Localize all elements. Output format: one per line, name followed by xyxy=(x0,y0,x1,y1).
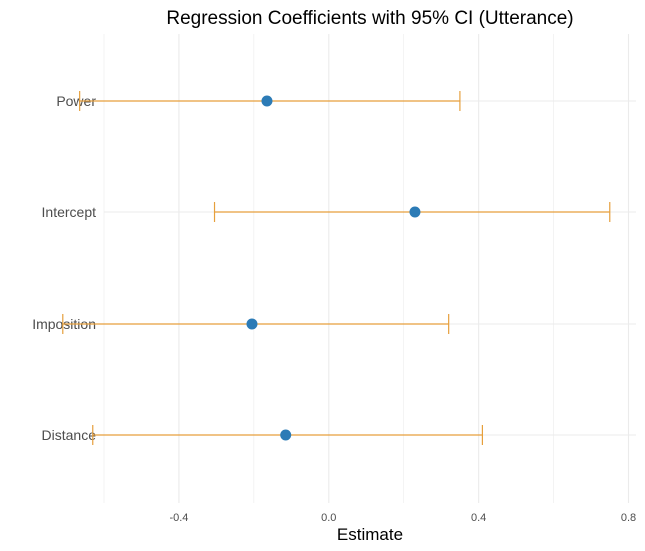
point-intercept xyxy=(409,206,421,218)
error-bars xyxy=(62,91,611,445)
x-tick-labels: -0.4 0.0 0.4 0.8 xyxy=(169,512,636,524)
point-imposition xyxy=(246,318,258,330)
x-tick-label: 0.4 xyxy=(471,512,486,524)
y-tick-label: Distance xyxy=(42,427,97,443)
point-power xyxy=(261,95,273,107)
x-tick-label: 0.0 xyxy=(321,512,336,524)
y-tick-label: Power xyxy=(56,93,96,109)
chart-title: Regression Coefficients with 95% CI (Utt… xyxy=(166,8,573,29)
x-tick-label: -0.4 xyxy=(169,512,188,524)
x-axis-label: Estimate xyxy=(337,525,403,544)
point-distance xyxy=(280,429,292,441)
grid-lines xyxy=(103,34,636,503)
y-tick-label: Intercept xyxy=(42,204,97,220)
x-tick-label: 0.8 xyxy=(621,512,636,524)
estimate-points xyxy=(246,95,421,441)
